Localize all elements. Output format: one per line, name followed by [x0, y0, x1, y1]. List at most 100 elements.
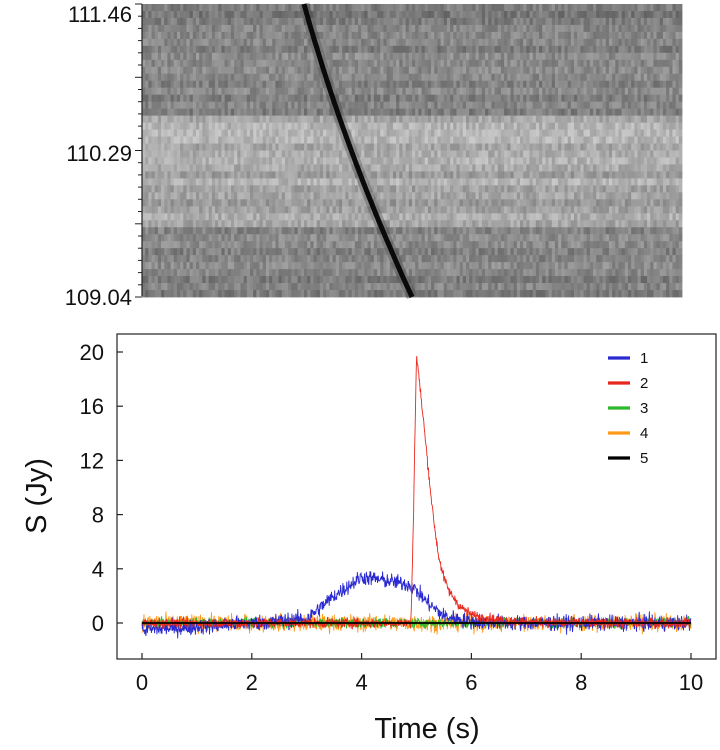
spectrum-cell [637, 115, 642, 123]
spectrum-cell [459, 31, 464, 40]
spectrum-cell [602, 178, 607, 186]
spectrum-cell [167, 192, 171, 200]
spectrum-cell [412, 10, 416, 19]
spectrum-cell [586, 185, 591, 193]
spectrum-cell [675, 17, 680, 26]
spectrum-cell [405, 115, 410, 123]
spectrum-cell [446, 94, 451, 103]
spectrum-cell [186, 164, 191, 172]
spectrum-cell [199, 157, 203, 165]
spectrum-cell [294, 192, 299, 200]
spectrum-cell [586, 115, 591, 123]
spectrum-cell [494, 94, 499, 103]
spectrum-cell [284, 199, 289, 207]
spectrum-cell [253, 73, 257, 82]
spectrum-cell [529, 45, 534, 54]
spectrum-cell [497, 17, 502, 26]
spectrum-cell [456, 192, 461, 200]
spectrum-cell [307, 101, 311, 110]
spectrum-cell [373, 80, 378, 89]
spectrum-cell [650, 164, 654, 172]
spectrum-cell [561, 150, 565, 158]
spectrum-cell [351, 94, 356, 103]
spectrum-cell [596, 52, 600, 61]
spectrum-cell [446, 10, 451, 19]
spectrum-cell [297, 87, 302, 96]
spectrum-cell [307, 52, 311, 61]
spectrum-cell [300, 38, 305, 47]
spectrum-cell [478, 87, 483, 96]
spectrum-cell [250, 4, 254, 12]
spectrum-cell [313, 108, 318, 117]
spectrum-cell [608, 73, 613, 82]
spectrum-cell [313, 87, 318, 96]
spectrum-cell [650, 45, 654, 54]
spectrum-cell [631, 80, 635, 89]
spectrum-cell [377, 178, 381, 186]
spectrum-cell [205, 101, 210, 110]
spectrum-cell [412, 122, 416, 130]
spectrum-cell [548, 108, 553, 117]
spectrum-cell [583, 164, 588, 172]
spectrum-cell [586, 87, 591, 96]
spectrum-cell [551, 4, 556, 12]
spectrum-cell [202, 17, 206, 26]
spectrum-cell [589, 66, 594, 75]
spectrum-cell [364, 45, 368, 54]
spectrum-cell [186, 87, 191, 96]
spectrum-cell [650, 31, 654, 40]
spectrum-cell [402, 24, 407, 33]
spectrum-cell [386, 164, 391, 172]
spectrum-cell [574, 38, 578, 47]
spectrum-cell [456, 31, 461, 40]
spectrum-cell [148, 178, 152, 186]
spectrum-cell [199, 108, 203, 117]
spectrum-cell [453, 178, 457, 186]
spectrum-cell [310, 73, 314, 82]
spectrum-cell [672, 66, 677, 75]
spectrum-cell [669, 45, 673, 54]
spectrum-cell [570, 136, 575, 144]
spectrum-cell [199, 31, 203, 40]
spectrum-cell [389, 164, 394, 172]
spectrum-cell [202, 157, 206, 165]
spectrum-cell [672, 192, 677, 200]
spectrum-cell [466, 157, 470, 165]
spectrum-cell [373, 136, 378, 144]
spectrum-cell [145, 24, 149, 33]
spectrum-cell [345, 108, 349, 117]
spectrum-cell [478, 38, 483, 47]
spectrum-cell [167, 38, 171, 47]
spectrum-cell [608, 171, 613, 179]
spectrum-cell [475, 17, 480, 26]
spectrum-cell [659, 115, 664, 123]
spectrum-cell [329, 192, 333, 200]
spectrum-cell [675, 66, 680, 75]
spectrum-cell [272, 87, 276, 96]
spectrum-cell [545, 185, 549, 193]
spectrum-cell [335, 87, 340, 96]
spectrum-cell [580, 157, 584, 165]
spectrum-cell [628, 108, 632, 117]
spectrum-cell [234, 80, 238, 89]
spectrum-cell [599, 87, 603, 96]
spectrum-cell [532, 185, 537, 193]
spectrum-cell [526, 52, 530, 61]
spectrum-cell [453, 45, 457, 54]
spectrum-cell [415, 94, 419, 103]
spectrum-cell [608, 199, 613, 207]
spectrum-cell [281, 94, 286, 103]
spectrum-cell [554, 94, 559, 103]
spectrum-cell [256, 66, 260, 75]
spectrum-cell [383, 10, 387, 19]
spectrum-cell [504, 178, 508, 186]
spectrum-cell [180, 87, 184, 96]
spectrum-cell [386, 31, 391, 40]
spectrum-cell [399, 136, 403, 144]
spectrum-cell [542, 164, 546, 172]
spectrum-cell [183, 31, 187, 40]
spectrum-cell [577, 10, 581, 19]
spectrum-cell [513, 199, 518, 207]
spectrum-cell [342, 80, 346, 89]
spectrum-cell [389, 143, 394, 151]
